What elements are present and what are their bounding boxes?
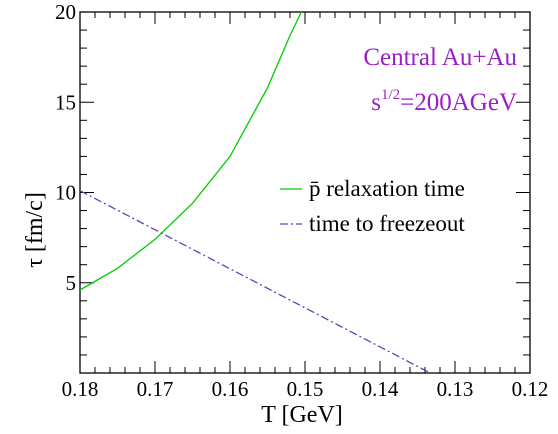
y-tick-label: 5 (66, 271, 77, 295)
y-tick-label: 10 (55, 181, 76, 205)
series-line-freezeout (79, 190, 431, 374)
series-layer (79, 11, 431, 374)
annotation-energy: s1/2=200AGeV (371, 87, 517, 116)
x-tick-label: 0.14 (362, 377, 399, 401)
annotation-energy-rest: =200AGeV (400, 89, 517, 116)
legend: p̄ relaxation time time to freezeout (280, 176, 465, 236)
legend-label-relaxation: p̄ relaxation time (309, 176, 465, 201)
x-tick-label: 0.12 (512, 377, 549, 401)
series-line-relaxation (79, 11, 302, 291)
x-tick-label: 0.15 (287, 377, 324, 401)
x-tick-label: 0.16 (212, 377, 249, 401)
x-tick-label: 0.18 (62, 377, 99, 401)
x-tick-label: 0.17 (137, 377, 174, 401)
y-axis-label: τ [fm/c] (22, 192, 48, 268)
x-tick-label: 0.13 (437, 377, 474, 401)
x-axis-label: T [GeV] (261, 402, 343, 428)
axis-ticks: 0.18 0.17 0.16 0.15 0.14 0.13 0.12 5 10 15 20 (55, 0, 548, 401)
annotation-energy-sup: 1/2 (381, 87, 400, 103)
annotation-title: Central Au+Au (363, 44, 517, 71)
legend-label-freezeout: time to freezeout (309, 211, 465, 236)
annotation-energy-base: s (371, 89, 381, 116)
y-tick-label: 20 (55, 0, 76, 24)
y-tick-label: 15 (55, 90, 76, 114)
